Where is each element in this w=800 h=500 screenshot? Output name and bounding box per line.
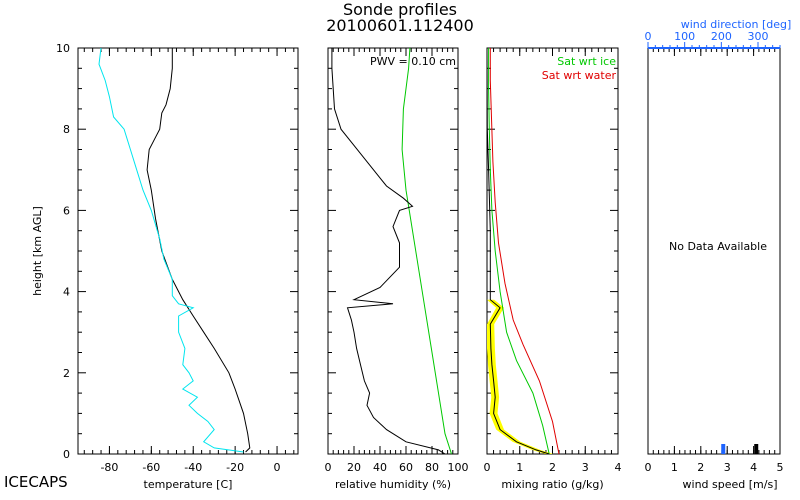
rh-ice-line <box>401 47 452 455</box>
footer-label: ICECAPS <box>4 473 68 491</box>
panel-0-x-tick-label: 0 <box>274 461 281 474</box>
panel-3-x-tick-label: 1 <box>671 461 678 474</box>
panel-2-xlabel: mixing ratio (g/kg) <box>501 478 603 491</box>
panel-0-y-tick-label: 2 <box>63 367 70 380</box>
temperature-line <box>146 48 251 453</box>
panel-2-x-tick-label: 2 <box>549 461 556 474</box>
no-data-message: No Data Available <box>669 240 767 253</box>
panel-1-x-tick-label: 80 <box>425 461 439 474</box>
panel-3-x-tick-label: 3 <box>724 461 731 474</box>
wind-direction-tick-label: 0 <box>645 30 652 43</box>
dewpoint-line <box>98 47 244 453</box>
pwv-annotation: PWV = 0.10 cm <box>370 55 456 68</box>
wind-bar-1 <box>754 444 759 454</box>
panel-1-x-tick-label: 100 <box>448 461 469 474</box>
panel-0-x-tick-label: -80 <box>100 461 118 474</box>
panel-1-x-tick-label: 60 <box>399 461 413 474</box>
panel-0-frame <box>77 47 299 455</box>
panel-0-x-tick-label: -60 <box>142 461 160 474</box>
figure-subtitle: 20100601.112400 <box>326 16 474 35</box>
rh-water-line <box>331 48 446 455</box>
wind-direction-tick-label: 100 <box>674 30 695 43</box>
panel-0-y-tick-label: 8 <box>63 123 70 136</box>
panel-3-x-tick-label: 4 <box>750 461 757 474</box>
panel-1-x-tick-label: 40 <box>373 461 387 474</box>
panel-0-y-tick-label: 4 <box>63 286 70 299</box>
panel-0-y-tick-label: 0 <box>63 448 70 461</box>
wind-bar-0 <box>721 444 726 454</box>
panel-3-x-tick-label: 5 <box>777 461 784 474</box>
figure-title: Sonde profiles <box>342 0 458 19</box>
panel-0-y-tick-label: 10 <box>56 42 70 55</box>
panel-3-xlabel: wind speed [m/s] <box>683 478 778 491</box>
panel-2-x-tick-label: 0 <box>484 461 491 474</box>
sat-water-line <box>489 48 560 455</box>
mixing-ratio-band <box>487 299 554 454</box>
legend-sat-ice: Sat wrt ice <box>557 55 616 68</box>
panel-1-x-tick-label: 20 <box>347 461 361 474</box>
panel-1-xlabel: relative humidity (%) <box>335 478 451 491</box>
panel-2-x-tick-label: 1 <box>516 461 523 474</box>
wind-direction-label: wind direction [deg] <box>681 18 792 31</box>
panel-0-ylabel: height [km AGL] <box>31 206 44 296</box>
panel-3-x-tick-label: 2 <box>697 461 704 474</box>
panel-1-x-tick-label: 0 <box>325 461 332 474</box>
wind-direction-tick-label: 300 <box>748 30 769 43</box>
panel-0-x-tick-label: -20 <box>226 461 244 474</box>
mixing-ratio-line <box>486 47 550 455</box>
panel-2-x-tick-label: 3 <box>582 461 589 474</box>
panel-0-xlabel: temperature [C] <box>144 478 233 491</box>
panel-2-frame <box>486 47 619 455</box>
wind-direction-tick-label: 200 <box>711 30 732 43</box>
panel-0-y-tick-label: 6 <box>63 204 70 217</box>
panel-3-x-tick-label: 0 <box>645 461 652 474</box>
sat-ice-line <box>488 48 550 455</box>
panel-0-x-tick-label: -40 <box>184 461 202 474</box>
panel-2-x-tick-label: 4 <box>615 461 622 474</box>
legend-sat-water: Sat wrt water <box>542 69 617 82</box>
